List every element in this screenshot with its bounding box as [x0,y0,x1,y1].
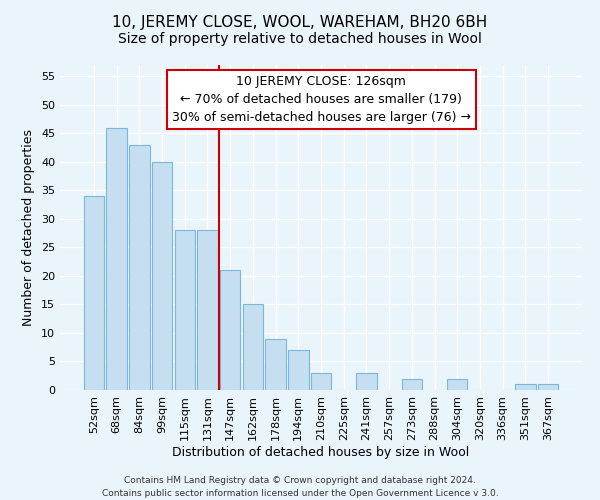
Bar [129,145,149,390]
Bar [106,128,127,390]
Bar [265,338,286,390]
Bar [515,384,536,390]
Bar [311,373,331,390]
X-axis label: Distribution of detached houses by size in Wool: Distribution of detached houses by size … [172,446,470,458]
Text: Contains HM Land Registry data © Crown copyright and database right 2024.
Contai: Contains HM Land Registry data © Crown c… [101,476,499,498]
Bar [175,230,195,390]
Bar [220,270,241,390]
Text: 10 JEREMY CLOSE: 126sqm
← 70% of detached houses are smaller (179)
30% of semi-d: 10 JEREMY CLOSE: 126sqm ← 70% of detache… [172,74,470,124]
Bar [401,378,422,390]
Bar [152,162,172,390]
Bar [356,373,377,390]
Bar [538,384,558,390]
Bar [447,378,467,390]
Bar [84,196,104,390]
Bar [288,350,308,390]
Text: Size of property relative to detached houses in Wool: Size of property relative to detached ho… [118,32,482,46]
Bar [197,230,218,390]
Text: 10, JEREMY CLOSE, WOOL, WAREHAM, BH20 6BH: 10, JEREMY CLOSE, WOOL, WAREHAM, BH20 6B… [112,15,488,30]
Y-axis label: Number of detached properties: Number of detached properties [22,129,35,326]
Bar [242,304,263,390]
